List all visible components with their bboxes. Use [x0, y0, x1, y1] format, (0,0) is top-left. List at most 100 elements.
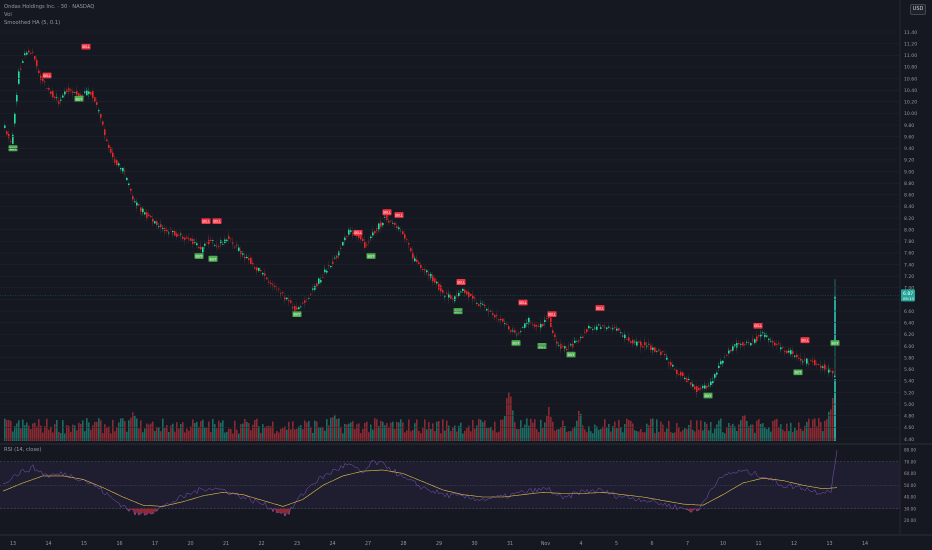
time-tick-label: 14	[862, 541, 868, 547]
candle-body	[578, 340, 580, 342]
volume-bar	[698, 429, 700, 441]
price-tick-label: 11.40	[904, 30, 917, 36]
volume-bar	[362, 428, 364, 441]
candle-body	[654, 347, 656, 352]
volume-bar	[104, 424, 106, 441]
volume-bar	[250, 430, 252, 441]
volume-bar	[462, 433, 464, 441]
volume-legend[interactable]: Vol	[4, 12, 12, 18]
volume-bar	[386, 423, 388, 441]
signal-label: BUY	[368, 254, 376, 258]
buy-signal: BUY	[74, 95, 84, 102]
volume-bar	[84, 431, 86, 441]
candle-body	[250, 257, 252, 265]
volume-bar	[728, 422, 730, 441]
candle-body	[318, 278, 320, 284]
candle-body	[254, 267, 256, 269]
candle-body	[22, 61, 24, 63]
candle-body	[598, 324, 600, 326]
volume-bar	[588, 426, 590, 441]
signal-label: SELL	[43, 74, 51, 78]
price-tick-label: 4.80	[904, 414, 914, 420]
volume-bar	[512, 410, 514, 441]
sell-signal: SELL	[42, 72, 52, 79]
volume-bar	[298, 426, 300, 441]
volume-bar	[536, 429, 538, 441]
volume-bar	[256, 418, 258, 441]
candle-body	[302, 302, 304, 304]
volume-bar	[498, 431, 500, 441]
volume-bar	[378, 426, 380, 441]
volume-bar	[686, 428, 688, 441]
volume-bar	[248, 423, 250, 441]
volume-bar	[558, 429, 560, 441]
volume-bar	[296, 428, 298, 441]
price-tick-label: 11.00	[904, 53, 917, 59]
volume-bar	[424, 419, 426, 441]
candle-body	[226, 239, 228, 242]
volume-bar	[300, 425, 302, 441]
price-tick-label: 9.00	[904, 169, 914, 175]
volume-bar	[332, 417, 334, 441]
candle-body	[206, 242, 208, 244]
volume-bar	[488, 427, 490, 441]
volume-bar	[448, 425, 450, 441]
candle-body	[474, 297, 476, 299]
volume-bar	[126, 431, 128, 441]
symbol-legend[interactable]: Ondas Holdings Inc. · 30 · NASDAQ	[4, 4, 95, 10]
volume-bar	[804, 425, 806, 441]
signal-label: BUY	[513, 342, 521, 346]
volume-bar	[156, 426, 158, 441]
volume-bar	[762, 423, 764, 441]
candle-body	[14, 113, 16, 124]
indicator-legend[interactable]: Smoothed HA (5, 0.1)	[4, 20, 61, 26]
volume-bar	[676, 423, 678, 441]
volume-bar	[144, 428, 146, 441]
volume-bar	[412, 430, 414, 441]
rsi-legend[interactable]: RSI (14, close)	[4, 447, 42, 453]
volume-bar	[48, 429, 50, 441]
volume-bar	[188, 430, 190, 441]
volume-bar	[720, 418, 722, 441]
volume-bar	[192, 419, 194, 441]
rsi-tick-label: 60.00	[904, 471, 916, 476]
candle-body	[766, 335, 768, 337]
candle-body	[246, 256, 248, 259]
volume-bar	[76, 430, 78, 441]
signal-tag	[753, 322, 763, 329]
signal-tag	[595, 305, 605, 312]
candle-body	[30, 52, 32, 54]
currency-button[interactable]: USD	[910, 4, 926, 15]
candle-body	[810, 360, 812, 361]
candle-body	[658, 349, 660, 351]
volume-bar	[506, 398, 508, 441]
candle-body	[786, 350, 788, 354]
candle-body	[346, 236, 348, 237]
candle-body	[778, 343, 780, 345]
candle-body	[366, 244, 368, 246]
volume-bar	[60, 432, 62, 441]
volume-bar	[132, 412, 134, 441]
candle-body	[390, 220, 392, 222]
price-tick-label: 10.80	[904, 65, 917, 71]
volume-bar	[176, 422, 178, 441]
volume-bar	[44, 426, 46, 441]
sell-signal: SELL	[595, 305, 605, 312]
price-tick-label: 10.60	[904, 76, 917, 82]
volume-bar	[658, 432, 660, 441]
candle-body	[606, 327, 608, 329]
volume-bar	[260, 432, 262, 441]
volume-bar	[678, 427, 680, 441]
signal-label: SELL	[202, 219, 210, 223]
signal-label: SELL	[801, 339, 809, 343]
candle-body	[266, 277, 268, 280]
rsi-ma-line	[2, 469, 838, 507]
volume-bar	[496, 432, 498, 441]
volume-bar	[318, 427, 320, 441]
volume-bar	[116, 427, 118, 441]
volume-bar	[714, 428, 716, 441]
candle-body	[258, 267, 260, 271]
signal-label: SELL	[213, 219, 221, 223]
volume-bar	[374, 418, 376, 441]
